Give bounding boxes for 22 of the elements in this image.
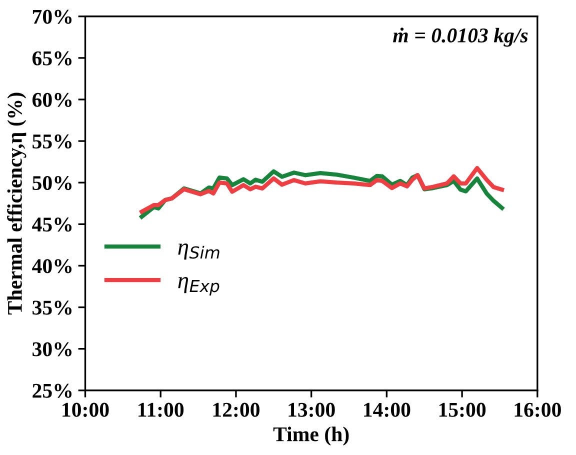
y-tick-label: 40% bbox=[32, 259, 72, 274]
y-tick-label: 65% bbox=[32, 51, 72, 66]
y-tick-label: 60% bbox=[32, 92, 72, 107]
y-tick-label: 45% bbox=[32, 218, 72, 232]
legend-label: η$_{Exp}$ bbox=[178, 277, 220, 296]
x-tick-label: 16:00 bbox=[514, 402, 561, 417]
y-tick-label: 35% bbox=[32, 300, 72, 315]
x-tick-label: 12:00 bbox=[213, 402, 260, 417]
y-tick-label: 30% bbox=[32, 342, 72, 356]
x-tick-label: 14:00 bbox=[364, 402, 410, 417]
y-tick-label: 50% bbox=[32, 176, 72, 190]
y-tick-label: 55% bbox=[32, 134, 72, 149]
x-axis-title: Time (h) bbox=[273, 426, 349, 446]
x-tick-label: 15:00 bbox=[439, 402, 486, 417]
annotation: ṁ = 0.0103 kg/s bbox=[393, 28, 528, 47]
legend-label: η$_{Sim}$ bbox=[178, 243, 220, 260]
x-tick-label: 13:00 bbox=[288, 402, 335, 417]
y-axis-title: Thermal efficiency,η (%) bbox=[7, 92, 26, 315]
y-tick-label: 70% bbox=[32, 10, 72, 24]
y-tick-label: 25% bbox=[32, 384, 72, 398]
x-tick-label: 10:00 bbox=[62, 402, 109, 417]
x-tick-label: 11:00 bbox=[138, 402, 184, 417]
